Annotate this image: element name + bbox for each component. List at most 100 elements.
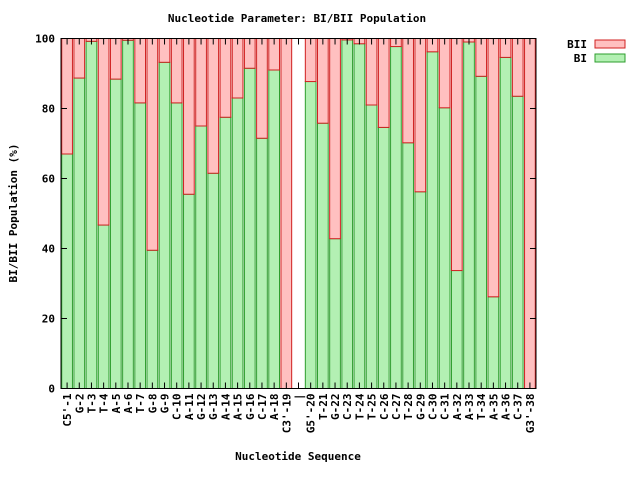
bar-bi-21 [317,122,329,389]
bar-bii-28 [402,38,414,144]
bar-bii-25 [365,38,378,106]
x-tick-label-9: C-10 [171,394,184,421]
bar-bi-5 [122,39,134,389]
bar-bi-22 [329,238,341,389]
x-tick-label-10: A-11 [183,393,196,420]
bar-bii-16 [256,38,268,139]
x-tick-label-12: G-13 [207,394,220,421]
y-tick-label-0: 0 [48,383,55,396]
bar-bi-37 [511,95,524,389]
y-tick-label-1: 20 [42,313,55,326]
x-tick-label-8: G-9 [159,394,172,414]
bar-bi-6 [134,102,147,390]
y-tick-label-4: 80 [42,103,55,116]
bar-bii-31 [438,38,451,109]
y-tick-label-3: 60 [42,173,55,186]
bar-bi-26 [377,126,390,390]
bar-bii-22 [329,38,341,240]
bar-bi-33 [463,41,475,389]
bar-bii-9 [170,38,183,104]
x-tick-label-2: T-3 [85,394,98,414]
bar-bii-4 [109,38,122,80]
bars-group [61,38,536,390]
x-tick-label-23: C-23 [341,394,354,421]
x-tick-label-26: C-26 [378,393,391,420]
chart-title: Nucleotide Parameter: BI/BII Population [168,12,426,25]
x-tick-label-7: G-8 [146,394,159,414]
x-tick-label-29: G-29 [414,394,427,421]
bar-bi-7 [146,249,159,389]
x-tick-label-37: C-37 [512,394,525,421]
bar-bi-8 [158,61,171,390]
x-tick-label-24: T-24 [353,393,366,420]
x-tick-label-4: A-5 [110,394,123,414]
x-tick-label-22: G-22 [329,394,342,421]
x-tick-label-6: T-7 [134,394,147,414]
x-tick-label-16: C-17 [256,394,269,421]
bar-bii-11 [195,38,207,127]
bar-bi-10 [183,193,195,389]
y-tick-label-5: 100 [35,33,55,46]
x-tick-label-3: T-4 [98,393,111,413]
bar-bi-31 [438,107,451,390]
x-axis-label: Nucleotide Sequence [235,450,361,463]
bar-bii-10 [183,38,195,195]
bar-bi-15 [243,67,256,389]
bar-bii-38 [524,38,536,389]
bar-bi-20 [304,81,317,390]
x-tick-label-33: A-33 [463,394,476,421]
x-tick-label-20: G5'-20 [305,394,318,434]
bar-bi-16 [256,137,268,389]
bar-bi-30 [426,51,439,390]
bar-bii-6 [134,38,147,104]
bar-bi-9 [170,102,183,390]
x-tick-label-25: T-25 [366,394,379,421]
bar-bi-36 [499,56,512,390]
x-tick-label-28: T-28 [402,394,415,421]
bar-bi-3 [97,224,110,389]
x-tick-label-13: A-14 [219,393,232,420]
x-tick-label-5: A-6 [122,393,135,413]
bar-bii-37 [511,38,524,97]
bar-bi-28 [402,142,414,389]
bar-bii-18 [280,38,293,389]
bar-bii-0 [61,38,73,155]
x-tick-label-27: C-27 [390,394,403,421]
y-tick-label-2: 40 [42,243,55,256]
x-tick-label-19: | [293,394,306,401]
bar-bi-4 [109,78,122,389]
x-tick-label-36: A-36 [500,393,513,420]
bar-bi-11 [195,125,207,389]
bar-bi-12 [207,172,220,389]
bar-bii-20 [304,38,317,83]
bar-bi-29 [414,191,427,389]
x-tick-label-1: G-2 [73,394,86,414]
bar-bi-35 [487,296,500,389]
x-tick-label-34: T-34 [475,393,488,420]
bar-bii-7 [146,38,159,251]
bar-bi-1 [73,77,86,390]
x-tick-label-14: A-15 [232,394,245,421]
x-tick-label-32: A-32 [451,394,464,421]
x-tick-label-11: G-12 [195,394,208,421]
bar-bii-32 [450,38,463,272]
bar-bii-12 [207,38,220,174]
bar-bii-21 [317,38,329,124]
x-tick-label-21: T-21 [317,393,330,420]
bar-bi-13 [219,116,232,389]
bar-bi-27 [390,46,402,390]
bar-bii-14 [231,38,244,99]
legend-swatch-bii [594,39,626,49]
bar-bi-17 [268,69,280,389]
x-tick-label-31: C-31 [439,393,452,420]
bar-bii-26 [377,38,390,128]
legend-label-bi: BI [574,52,587,65]
bar-bi-0 [61,153,73,389]
bar-bii-29 [414,38,427,193]
legend-label-bii: BII [567,38,587,51]
bar-bii-13 [219,38,232,118]
x-tick-label-30: C-30 [426,394,439,421]
x-tick-label-17: A-18 [268,394,281,421]
